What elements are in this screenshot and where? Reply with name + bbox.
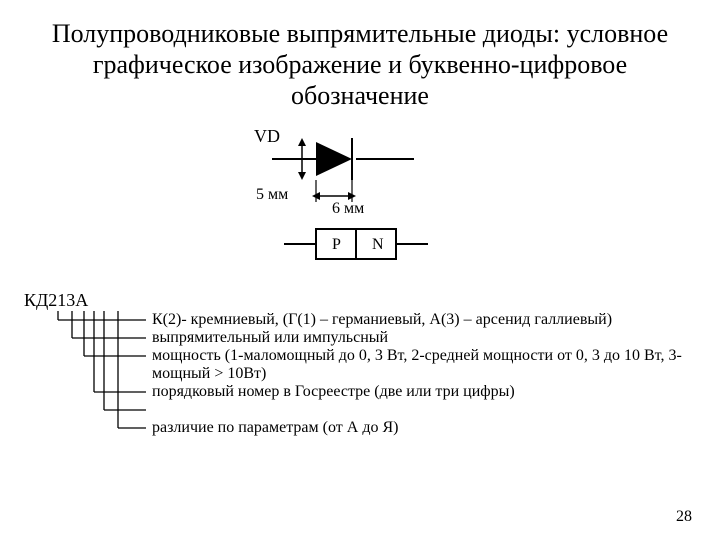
decode-line-registry: порядковый номер в Госреестре (две или т… (152, 383, 515, 401)
page-number: 28 (676, 508, 692, 526)
n-region-label: N (372, 236, 384, 253)
decode-line-material: К(2)- кремниевый, (Г(1) – германиевый, А… (152, 311, 612, 329)
diode-symbol-svg: P N (254, 124, 514, 284)
part-number-label: КД213А (24, 290, 696, 311)
p-region-label: P (332, 236, 341, 253)
slide-title: Полупроводниковые выпрямительные диоды: … (24, 18, 696, 112)
part-number-decode: КД213А (24, 290, 696, 311)
decode-line-power: мощность (1-маломощный до 0, 3 Вт, 2-сре… (152, 347, 712, 383)
diode-schematic: VD 5 мм 6 мм (24, 124, 696, 284)
slide-page: Полупроводниковые выпрямительные диоды: … (0, 0, 720, 540)
bracket-svg (52, 311, 152, 441)
decode-line-type: выпрямительный или импульсный (152, 329, 388, 347)
decode-line-variant: различие по параметрам (от А до Я) (152, 419, 398, 437)
